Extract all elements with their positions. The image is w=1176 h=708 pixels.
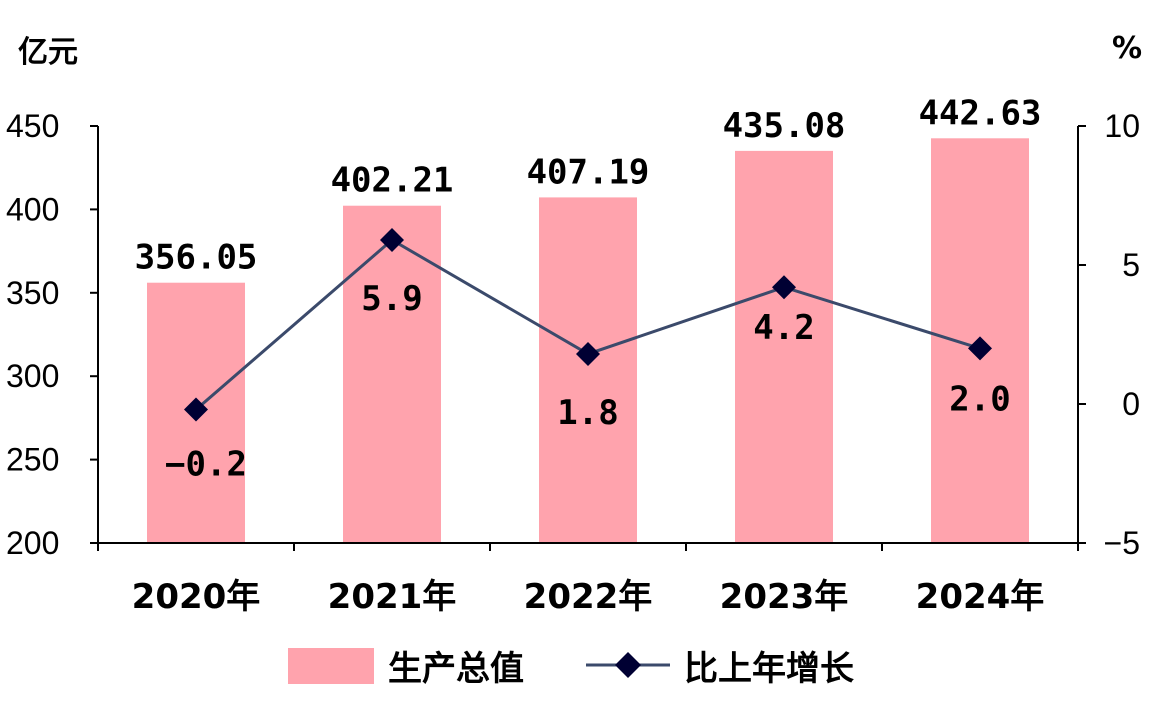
- line-point-2: [576, 341, 600, 366]
- left-tick-label-1: 250: [6, 442, 59, 478]
- right-tick-label-0: −5: [1104, 525, 1140, 561]
- bar-data-labels: 356.05 402.21 407.19 435.08 442.63: [135, 93, 1042, 277]
- right-tick-label-1: 0: [1122, 386, 1140, 422]
- bar-value-label-1: 402.21: [331, 161, 454, 201]
- legend-line-marker: [615, 652, 641, 678]
- bar-value-label-4: 442.63: [919, 93, 1042, 133]
- left-tick-label-0: 200: [6, 525, 59, 561]
- bar-3: [735, 150, 833, 543]
- right-tick-label-3: 10: [1104, 108, 1140, 144]
- line-point-4: [968, 336, 992, 361]
- x-tick-label-4: 2024年: [916, 577, 1045, 617]
- right-tick-label-2: 5: [1122, 247, 1140, 283]
- right-axis-unit: %: [1112, 31, 1142, 66]
- left-tick-label-3: 350: [6, 275, 59, 311]
- line-series: [184, 227, 992, 422]
- line-value-label-4: 2.0: [949, 379, 1010, 419]
- left-tick-label-4: 400: [6, 191, 59, 227]
- legend-line-label: 比上年增长: [684, 649, 854, 689]
- x-tick-label-3: 2023年: [720, 577, 849, 617]
- line-point-1: [380, 227, 404, 252]
- bar-value-label-2: 407.19: [527, 152, 650, 192]
- bar-series: [147, 138, 1029, 544]
- bar-value-label-0: 356.05: [135, 238, 258, 278]
- x-tick-label-2: 2022年: [524, 577, 653, 617]
- line-value-label-3: 4.2: [753, 308, 814, 348]
- line-point-3: [772, 275, 796, 300]
- x-axis-labels: 2020年 2021年 2022年 2023年 2024年: [132, 577, 1045, 617]
- x-tick-label-1: 2021年: [328, 577, 457, 617]
- left-tick-label-2: 300: [6, 358, 59, 394]
- x-tick-label-0: 2020年: [132, 577, 261, 617]
- line-data-labels: −0.2 5.9 1.8 4.2 2.0: [165, 279, 1011, 485]
- axes: [97, 126, 1079, 551]
- legend-bar-label: 生产总值: [388, 649, 524, 689]
- legend-bar-swatch: [288, 648, 374, 684]
- right-axis-ticks: −5 0 5 10: [1078, 108, 1140, 561]
- bar-2: [539, 197, 637, 543]
- line-value-label-1: 5.9: [361, 279, 422, 319]
- left-axis-unit: 亿元: [18, 35, 78, 70]
- line-value-label-2: 1.8: [557, 393, 618, 433]
- left-tick-label-5: 450: [6, 108, 59, 144]
- left-axis-ticks: 200 250 300 350 400 450: [6, 108, 98, 561]
- line-point-0: [184, 397, 208, 422]
- bar-value-label-3: 435.08: [723, 106, 846, 146]
- line-value-label-0: −0.2: [165, 445, 247, 485]
- legend: 生产总值 比上年增长: [288, 648, 854, 689]
- bar-1: [343, 205, 441, 543]
